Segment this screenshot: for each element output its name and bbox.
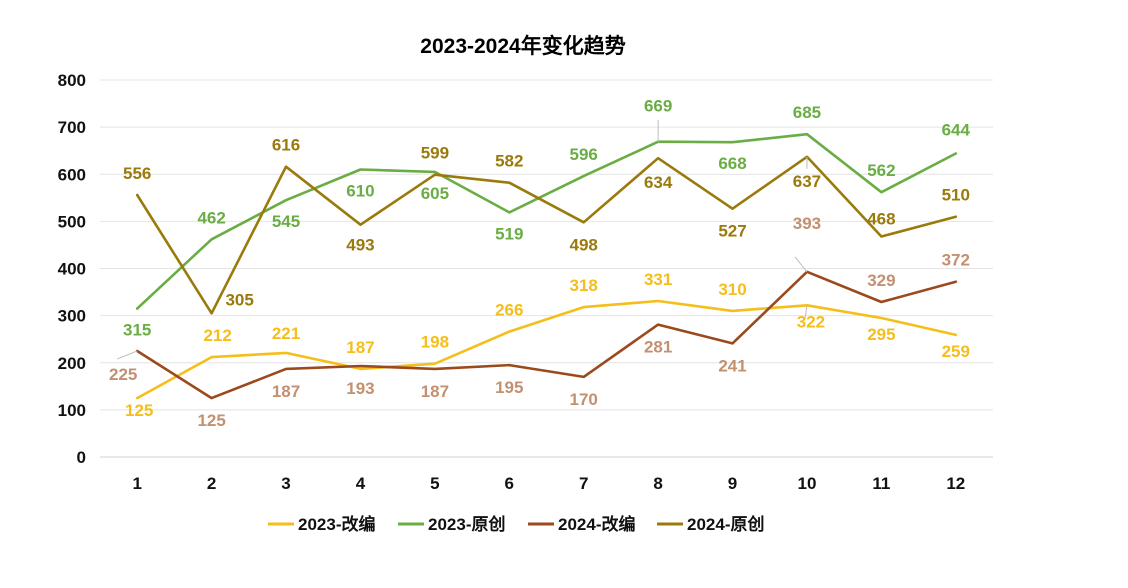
data-label: 616 bbox=[272, 136, 300, 155]
y-tick-label: 600 bbox=[58, 165, 86, 184]
data-label: 498 bbox=[570, 235, 598, 254]
legend: 2023-改编 2023-原创 2024-改编 2024-原创 bbox=[268, 514, 764, 534]
data-label: 610 bbox=[346, 182, 374, 201]
data-label: 241 bbox=[718, 356, 746, 375]
x-tick-label: 7 bbox=[579, 474, 588, 493]
series-line-1 bbox=[135, 299, 958, 400]
data-label: 393 bbox=[793, 214, 821, 233]
x-tick-label: 2 bbox=[207, 474, 216, 493]
y-tick-label: 700 bbox=[58, 118, 86, 137]
data-label: 318 bbox=[570, 276, 598, 295]
x-tick-label: 11 bbox=[872, 474, 890, 493]
data-label: 669 bbox=[644, 97, 672, 116]
y-axis: 0 100 200 300 400 500 600 700 800 bbox=[58, 71, 86, 467]
data-label: 468 bbox=[867, 209, 895, 228]
y-tick-label: 0 bbox=[77, 448, 86, 467]
x-axis: 1 2 3 4 5 6 7 8 9 10 11 12 bbox=[132, 474, 965, 493]
data-label: 266 bbox=[495, 301, 523, 320]
legend-item-4: 2024-原创 bbox=[657, 514, 764, 534]
data-label: 605 bbox=[421, 184, 449, 203]
data-label: 295 bbox=[867, 325, 895, 344]
data-label: 644 bbox=[942, 121, 971, 140]
data-label: 599 bbox=[421, 144, 449, 163]
y-tick-label: 800 bbox=[58, 71, 86, 90]
data-label: 187 bbox=[272, 382, 300, 401]
data-label: 125 bbox=[125, 401, 153, 420]
leader-line bbox=[117, 350, 138, 360]
x-tick-label: 12 bbox=[946, 474, 965, 493]
data-label: 259 bbox=[942, 342, 970, 361]
data-label: 221 bbox=[272, 324, 300, 343]
data-label: 187 bbox=[421, 382, 449, 401]
data-label: 322 bbox=[797, 312, 825, 331]
legend-item-2: 2023-原创 bbox=[398, 514, 505, 534]
legend-label: 2023-改编 bbox=[298, 514, 375, 534]
data-label: 125 bbox=[197, 411, 225, 430]
data-label: 198 bbox=[421, 333, 449, 352]
legend-item-1: 2023-改编 bbox=[268, 514, 375, 534]
x-tick-label: 6 bbox=[505, 474, 514, 493]
data-label: 527 bbox=[718, 222, 746, 241]
data-label: 305 bbox=[225, 290, 253, 309]
legend-item-3: 2024-改编 bbox=[528, 514, 635, 534]
leader-line bbox=[804, 305, 808, 320]
data-label: 329 bbox=[867, 271, 895, 290]
data-label: 668 bbox=[718, 154, 746, 173]
x-tick-label: 8 bbox=[653, 474, 662, 493]
y-tick-label: 200 bbox=[58, 354, 86, 373]
data-label: 372 bbox=[942, 251, 970, 270]
data-label: 685 bbox=[793, 103, 821, 122]
data-label: 493 bbox=[346, 236, 374, 255]
data-label: 519 bbox=[495, 224, 523, 243]
data-label: 331 bbox=[644, 270, 672, 289]
data-label: 193 bbox=[346, 379, 374, 398]
data-label: 634 bbox=[644, 173, 673, 192]
data-label: 187 bbox=[346, 338, 374, 357]
data-label: 582 bbox=[495, 152, 523, 171]
data-label: 315 bbox=[123, 321, 151, 340]
y-tick-label: 500 bbox=[58, 212, 86, 231]
data-label: 556 bbox=[123, 164, 151, 183]
y-tick-label: 400 bbox=[58, 260, 86, 279]
data-label: 225 bbox=[109, 365, 137, 384]
leader-line bbox=[794, 256, 808, 273]
data-label: 170 bbox=[570, 390, 598, 409]
chart-title: 2023-2024年变化趋势 bbox=[420, 34, 625, 58]
data-label: 212 bbox=[203, 326, 231, 345]
series-line-4 bbox=[135, 155, 958, 315]
series-line-3 bbox=[135, 270, 958, 400]
legend-label: 2024-原创 bbox=[687, 514, 764, 534]
x-tick-label: 5 bbox=[430, 474, 439, 493]
label-leader-lines bbox=[117, 119, 808, 360]
data-label: 562 bbox=[867, 161, 895, 180]
series-lines bbox=[135, 132, 958, 400]
x-tick-label: 4 bbox=[356, 474, 366, 493]
x-tick-label: 3 bbox=[281, 474, 290, 493]
x-tick-label: 9 bbox=[728, 474, 737, 493]
data-label: 545 bbox=[272, 212, 300, 231]
data-label: 310 bbox=[718, 280, 746, 299]
data-label: 195 bbox=[495, 378, 523, 397]
data-label: 281 bbox=[644, 338, 672, 357]
x-tick-label: 10 bbox=[797, 474, 816, 493]
series-line-2 bbox=[135, 132, 958, 310]
legend-label: 2023-原创 bbox=[428, 514, 505, 534]
grid-lines bbox=[100, 79, 993, 458]
legend-label: 2024-改编 bbox=[558, 514, 635, 534]
data-label: 462 bbox=[197, 208, 225, 227]
data-label: 596 bbox=[570, 145, 598, 164]
y-tick-label: 300 bbox=[58, 307, 86, 326]
data-labels: 125 212 221 187 198 266 318 331 310 322 295 259 315 4… bbox=[109, 97, 970, 430]
data-label: 637 bbox=[793, 172, 821, 191]
x-tick-label: 1 bbox=[132, 474, 141, 493]
data-label: 510 bbox=[942, 186, 970, 205]
y-tick-label: 100 bbox=[58, 401, 86, 420]
